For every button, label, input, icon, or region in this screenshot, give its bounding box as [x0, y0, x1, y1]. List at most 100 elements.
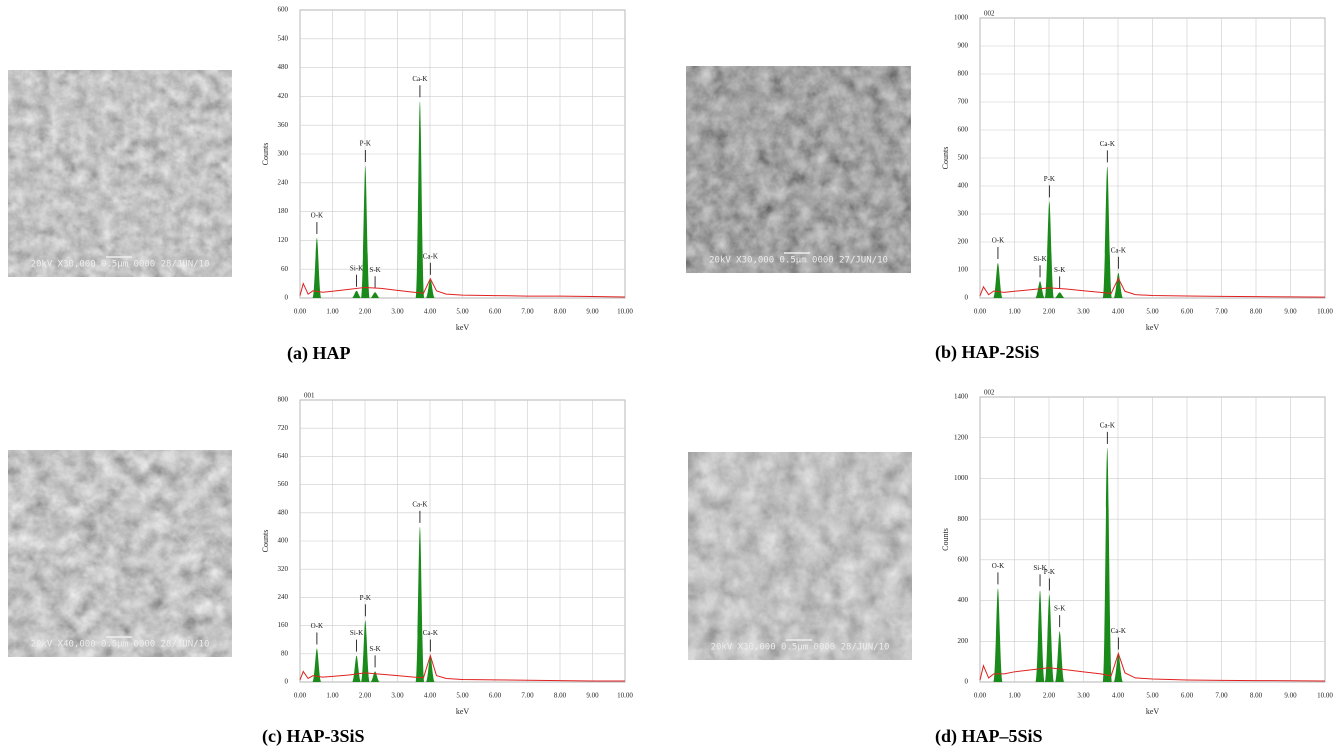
peak-label: Si-K: [1033, 255, 1046, 263]
y-tick-label: 560: [278, 480, 289, 488]
caption: (a) HAP: [287, 343, 350, 364]
x-tick-label: 1.00: [326, 308, 339, 316]
x-tick-label: 7.00: [1215, 308, 1228, 316]
x-tick-label: 8.00: [554, 692, 567, 700]
y-tick-label: 600: [278, 6, 289, 14]
x-axis-label: keV: [456, 323, 470, 332]
caption: (d) HAP–5SiS: [935, 726, 1043, 747]
y-tick-label: 1000: [954, 14, 969, 22]
image-label: 20kV X40,000 0.5µm 0000 28/JUN/10: [31, 640, 210, 650]
y-tick-label: 0: [965, 678, 969, 686]
caption: (b) HAP-2SiS: [935, 342, 1040, 363]
peak-label: Ca-K: [412, 75, 427, 83]
x-tick-label: 5.00: [1146, 308, 1159, 316]
x-axis-label: keV: [1146, 707, 1160, 716]
spectrum-id: 002: [984, 389, 995, 397]
y-tick-label: 360: [278, 121, 289, 129]
x-tick-label: 2.00: [359, 308, 372, 316]
y-tick-label: 1000: [954, 474, 969, 482]
y-tick-label: 160: [278, 621, 289, 629]
y-tick-label: 0: [285, 294, 289, 302]
y-tick-label: 240: [278, 593, 289, 601]
peak-label: S-K: [1054, 266, 1065, 274]
figure: 20kV X30,000 0.5µm 0000 28/JUN/10 0.00 1.0…: [0, 0, 1336, 752]
x-tick-label: 0.00: [294, 308, 307, 316]
x-tick-label: 5.00: [456, 308, 469, 316]
x-tick-label: 4.00: [424, 692, 437, 700]
peak-label: Ca-K: [1100, 422, 1115, 430]
y-tick-label: 0: [285, 678, 289, 686]
x-tick-label: 9.00: [1284, 692, 1297, 700]
y-tick-label: 500: [958, 154, 969, 162]
x-tick-label: 4.00: [424, 308, 437, 316]
x-tick-label: 3.00: [391, 692, 404, 700]
y-tick-label: 800: [958, 70, 969, 78]
x-tick-label: 7.00: [521, 308, 534, 316]
peak-label: S-K: [369, 266, 380, 274]
x-tick-label: 10.00: [1317, 692, 1333, 700]
x-tick-label: 0.00: [294, 692, 307, 700]
y-tick-label: 400: [958, 182, 969, 190]
x-tick-label: 4.00: [1112, 308, 1125, 316]
x-tick-label: 1.00: [1008, 308, 1021, 316]
sem-image: [688, 452, 912, 660]
x-tick-label: 0.00: [974, 308, 987, 316]
y-tick-label: 1400: [954, 393, 969, 401]
peak-label: Ca-K: [1111, 246, 1126, 254]
x-tick-label: 2.00: [1043, 692, 1056, 700]
y-tick-label: 540: [278, 34, 289, 42]
y-tick-label: 800: [278, 396, 289, 404]
y-tick-label: 120: [278, 236, 289, 244]
peak-label: O-K: [311, 212, 323, 220]
sem-image: [8, 450, 232, 657]
y-axis-label: Counts: [941, 528, 950, 551]
y-tick-label: 1200: [954, 433, 969, 441]
y-axis-label: Counts: [261, 143, 270, 166]
image-label: 20kV X30,000 0.5µm 0000 27/JUN/10: [709, 256, 888, 266]
y-tick-label: 240: [278, 178, 289, 186]
y-tick-label: 320: [278, 565, 289, 573]
peak-label: O-K: [992, 237, 1004, 245]
y-tick-label: 200: [958, 637, 969, 645]
x-tick-label: 2.00: [359, 692, 372, 700]
image-label: 20kV X30,000 0.5µm 0000 28/JUN/10: [711, 643, 890, 653]
x-tick-label: 1.00: [1008, 692, 1021, 700]
y-tick-label: 480: [278, 508, 289, 516]
image-label: 20kV X30,000 0.5µm 0000 28/JUN/10: [31, 260, 210, 270]
x-tick-label: 0.00: [974, 692, 987, 700]
x-tick-label: 5.00: [1146, 692, 1159, 700]
x-tick-label: 6.00: [489, 692, 502, 700]
y-tick-label: 600: [958, 126, 969, 134]
x-axis-label: keV: [1146, 323, 1160, 332]
caption: (c) HAP-3SiS: [262, 726, 365, 747]
y-tick-label: 60: [281, 265, 289, 273]
peak-label: S-K: [369, 645, 380, 653]
y-tick-label: 720: [278, 424, 289, 432]
y-tick-label: 900: [958, 42, 969, 50]
peak-label: Si-K: [350, 264, 363, 272]
x-tick-label: 3.00: [1077, 308, 1090, 316]
peak-label: S-K: [1054, 605, 1065, 613]
y-tick-label: 0: [965, 294, 969, 302]
x-tick-label: 4.00: [1112, 692, 1125, 700]
y-tick-label: 200: [958, 238, 969, 246]
y-tick-label: 100: [958, 266, 969, 274]
peak-label: P-K: [1044, 568, 1055, 576]
peak-label: Ca-K: [423, 252, 438, 260]
x-tick-label: 6.00: [1181, 308, 1194, 316]
x-tick-label: 9.00: [586, 692, 599, 700]
x-tick-label: 7.00: [1215, 692, 1228, 700]
spectrum-id: 001: [304, 392, 315, 400]
x-tick-label: 10.00: [617, 692, 633, 700]
y-axis-label: Counts: [261, 530, 270, 553]
x-tick-label: 10.00: [1317, 308, 1333, 316]
peak-label: P-K: [360, 140, 371, 148]
x-axis-label: keV: [456, 707, 470, 716]
sem-image: [8, 70, 232, 277]
y-tick-label: 80: [281, 649, 289, 657]
y-tick-label: 300: [278, 150, 289, 158]
x-tick-label: 8.00: [1250, 692, 1263, 700]
sem-image: [686, 66, 911, 273]
peak-label: Si-K: [350, 629, 363, 637]
y-tick-label: 700: [958, 98, 969, 106]
